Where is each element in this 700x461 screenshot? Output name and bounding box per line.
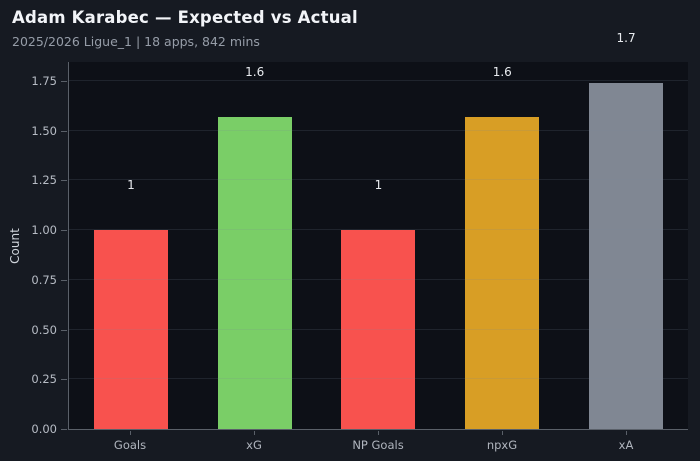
y-tick-label: 1.75 [31, 73, 57, 88]
x-tick-mark [254, 431, 255, 435]
bar-column-xa: 1.7 [564, 31, 688, 429]
y-tick-label: 0.75 [31, 272, 57, 287]
bar-xa [589, 82, 664, 429]
y-axis: 0.00 0.25 0.50 0.75 1.00 1.25 1.50 1.75 [0, 62, 68, 436]
x-tick-npxg: npxG [440, 430, 564, 460]
plot-area: 1 1.6 1 1.6 1.7 [68, 31, 688, 430]
x-tick-goals: Goals [68, 430, 192, 460]
bar-value-label-npxg: 1.6 [492, 64, 512, 79]
bar-goals [93, 230, 168, 429]
x-tick-mark [626, 431, 627, 435]
bar-xg [217, 116, 292, 429]
y-tick-mark [61, 230, 67, 232]
x-tick-mark [378, 431, 379, 435]
y-tick-label: 1.25 [31, 173, 57, 188]
page-title: Adam Karabec — Expected vs Actual [12, 8, 358, 27]
x-tick-mark [130, 431, 131, 435]
x-tick-label: xA [618, 438, 634, 452]
x-tick-np-goals: NP Goals [316, 430, 440, 460]
bar-value-label-goals: 1 [127, 178, 135, 193]
y-tick-label: 0.50 [31, 322, 57, 337]
x-tick-xa: xA [564, 430, 688, 460]
y-tick-mark [61, 379, 67, 381]
y-tick-mark [61, 279, 67, 281]
bar-np-goals [341, 230, 416, 429]
bar-npxg [465, 116, 540, 429]
y-tick-label: 0.25 [31, 372, 57, 387]
x-axis: Goals xG NP Goals npxG xA [68, 430, 688, 460]
x-tick-label: xG [246, 438, 262, 452]
bar-column-xg: 1.6 [193, 62, 317, 429]
bar-value-label-xa: 1.7 [616, 30, 636, 45]
chart-header: Adam Karabec — Expected vs Actual 2025/2… [12, 8, 358, 49]
y-tick-label: 1.50 [31, 123, 57, 138]
bar-value-label-np-goals: 1 [374, 178, 383, 193]
y-tick-label: 0.00 [31, 422, 57, 436]
bar-column-goals: 1 [69, 62, 193, 429]
bar-column-npxg: 1.6 [440, 62, 564, 429]
y-tick-label: 1.00 [31, 223, 57, 238]
y-tick-mark [61, 329, 67, 331]
y-tick-mark [61, 429, 67, 430]
x-tick-label: npxG [486, 438, 518, 452]
y-tick-mark [61, 180, 67, 182]
chart-subtitle: 2025/2026 Ligue_1 | 18 apps, 842 mins [12, 34, 260, 49]
x-tick-mark [502, 431, 503, 435]
bar-column-np-goals: 1 [317, 62, 441, 429]
y-tick-mark [61, 130, 67, 132]
x-tick-label: Goals [113, 438, 147, 452]
bars-container: 1 1.6 1 1.6 1.7 [69, 31, 688, 429]
x-tick-xg: xG [192, 430, 316, 460]
y-tick-mark [61, 80, 67, 82]
x-tick-label: NP Goals [352, 438, 404, 452]
bar-value-label-xg: 1.6 [245, 64, 265, 79]
